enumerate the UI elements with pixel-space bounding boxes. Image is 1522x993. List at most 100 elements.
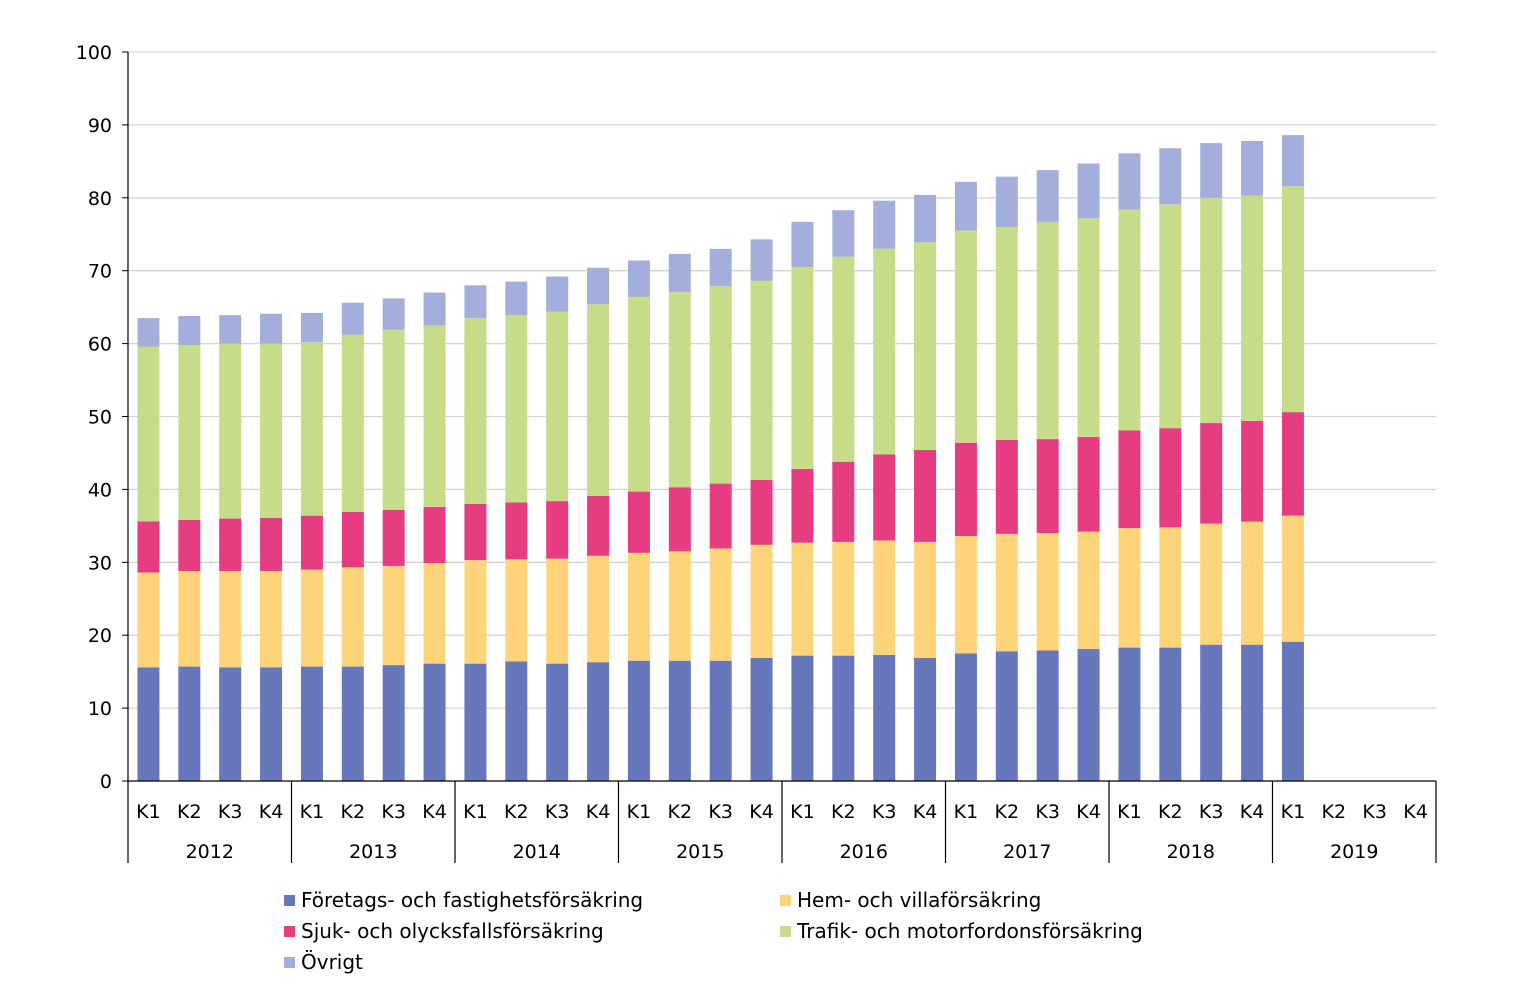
bar-segment — [137, 521, 160, 573]
legend-label: Företags- och fastighetsförsäkring — [301, 888, 644, 912]
bar-segment — [423, 506, 446, 564]
bar-segment — [260, 667, 283, 781]
bar-segment — [382, 565, 405, 666]
bar-segment — [1118, 153, 1141, 210]
bar-segment — [587, 662, 610, 781]
bar-segment — [341, 567, 364, 667]
bar-segment — [300, 515, 323, 570]
bar-segment — [995, 651, 1018, 781]
bar-segment — [546, 276, 569, 312]
bar-segment — [1118, 430, 1141, 529]
legend-label: Övrigt — [301, 950, 363, 974]
bar-segment — [954, 653, 977, 781]
bar-segment — [873, 248, 896, 455]
bar-segment — [341, 302, 364, 335]
bar-segment — [709, 548, 732, 661]
bar-segment — [546, 501, 569, 559]
bar-segment — [300, 312, 323, 343]
bar-segment — [1036, 533, 1059, 651]
bar-segment — [791, 542, 814, 656]
bar-segment — [464, 318, 487, 504]
quarter-label: K3 — [1035, 801, 1060, 823]
bar-segment — [1077, 436, 1100, 532]
bar-segment — [464, 285, 487, 319]
bar-segment — [423, 325, 446, 507]
bar-segment — [627, 552, 650, 661]
bar-segment — [219, 571, 242, 668]
bar-segment — [300, 666, 323, 781]
legend-label: Hem- och villaförsäkring — [797, 888, 1042, 912]
bar-segment — [1118, 528, 1141, 648]
bar-segment — [587, 304, 610, 496]
bar-segment — [791, 267, 814, 469]
quarter-label: K1 — [790, 801, 815, 823]
quarter-label: K4 — [586, 801, 611, 823]
y-tick-label: 50 — [88, 407, 112, 429]
y-tick-label: 60 — [88, 334, 112, 356]
bar-segment — [995, 439, 1018, 534]
bar-segment — [546, 558, 569, 664]
bar-segment — [1036, 439, 1059, 534]
bar-segment — [1281, 186, 1304, 413]
bar-segment — [587, 495, 610, 556]
y-tick-label: 70 — [88, 261, 112, 283]
year-label: 2017 — [1003, 841, 1051, 863]
year-label: 2012 — [186, 841, 234, 863]
bar-segment — [219, 667, 242, 781]
quarter-label: K2 — [341, 801, 366, 823]
bar-segment — [1281, 515, 1304, 642]
legend-item-hem: Hem- och villaförsäkring — [780, 888, 1041, 912]
bar-segment — [1200, 197, 1223, 424]
quarter-label: K3 — [1199, 801, 1224, 823]
bar-segment — [1281, 135, 1304, 187]
bar-segment — [995, 226, 1018, 440]
quarter-label: K3 — [1362, 801, 1387, 823]
bar-segment — [1159, 428, 1182, 528]
bar-segment — [668, 487, 691, 552]
year-label: 2015 — [676, 841, 724, 863]
bar-segment — [914, 194, 937, 243]
bar-segment — [709, 286, 732, 484]
y-tick-label: 20 — [88, 625, 112, 647]
bar-segment — [1036, 221, 1059, 440]
bar-segment — [1077, 531, 1100, 650]
quarter-label: K3 — [218, 801, 243, 823]
bar-segment — [709, 248, 732, 287]
quarter-label: K3 — [545, 801, 570, 823]
bar-segment — [505, 315, 528, 503]
quarter-label: K1 — [954, 801, 979, 823]
bar-segment — [178, 666, 201, 781]
quarter-label: K4 — [1240, 801, 1265, 823]
bar-segment — [750, 239, 773, 281]
bar-segment — [627, 491, 650, 553]
bar-segment — [1077, 163, 1100, 219]
bar-segment — [1241, 420, 1264, 522]
bar-segment — [832, 256, 855, 462]
quarter-label: K4 — [1403, 801, 1428, 823]
bar-segment — [873, 654, 896, 781]
bar-segment — [546, 311, 569, 502]
bar-segment — [219, 315, 242, 344]
bar-segment — [505, 502, 528, 560]
quarter-label: K4 — [913, 801, 938, 823]
bar-segment — [464, 503, 487, 561]
legend-label: Trafik- och motorfordonsförsäkring — [797, 919, 1143, 943]
bar-segment — [1241, 644, 1264, 781]
bar-segment — [1200, 143, 1223, 198]
bar-segment — [1077, 218, 1100, 437]
bar-segment — [668, 660, 691, 781]
x-axis-labels: K1 K2 K3 K4 K1 K2 K3 K4 K1 K2 K3 K4 K1 K2 K3 K4 K1 K2 K3 K4… — [136, 801, 1428, 863]
bar-segment — [505, 559, 528, 662]
bar-segment — [873, 540, 896, 655]
bar-segment — [423, 292, 446, 326]
bar-segment — [995, 533, 1018, 652]
bar-segment — [137, 318, 160, 347]
legend-swatch — [780, 894, 791, 906]
quarter-label: K1 — [136, 801, 161, 823]
bar-segment — [423, 663, 446, 781]
bar-segment — [219, 343, 242, 519]
legend-item-trafik: Trafik- och motorfordonsförsäkring — [780, 919, 1143, 943]
bar-segment — [137, 572, 160, 668]
bar-segment — [423, 563, 446, 664]
